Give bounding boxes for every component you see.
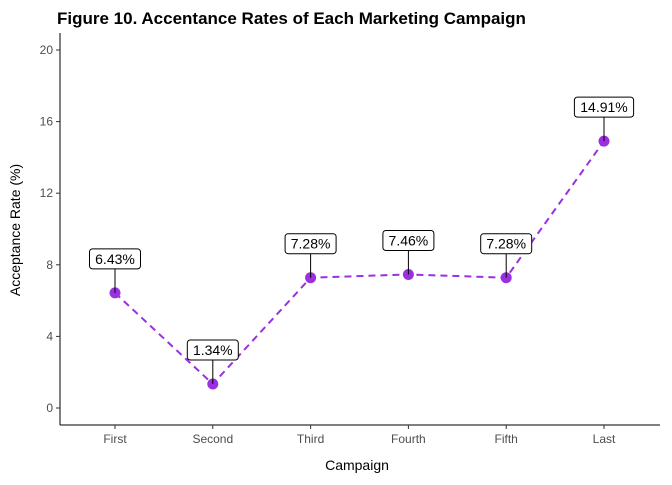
data-label-box: [284, 233, 337, 255]
data-label: 7.28%: [486, 236, 526, 252]
x-tick-label: Second: [192, 432, 233, 446]
data-label-box: [89, 248, 141, 270]
y-axis-title: Acceptance Rate (%): [7, 164, 23, 296]
y-tick-label: 8: [46, 258, 53, 272]
data-labels: 6.43% 1.34% 7.28% 7.46% 7.28% 14.91%: [89, 96, 635, 385]
data-label: 1.34%: [193, 342, 233, 358]
x-tick-label: Fifth: [495, 432, 518, 446]
data-label-box: [186, 339, 239, 361]
data-label: 7.28%: [291, 236, 331, 252]
y-tick-label: 16: [40, 115, 54, 129]
x-tick-label: First: [103, 432, 127, 446]
chart-title: Figure 10. Accentance Rates of Each Mark…: [57, 9, 526, 28]
x-tick-label: Third: [297, 432, 324, 446]
y-tick-label: 0: [46, 401, 53, 415]
data-label: 6.43%: [95, 251, 135, 267]
series-line: [114, 140, 605, 386]
data-label-box: [573, 96, 635, 118]
x-tick-label: Fourth: [391, 432, 426, 446]
x-axis-title: Campaign: [325, 457, 389, 473]
data-label-box: [382, 229, 435, 251]
y-tick-label: 12: [40, 186, 54, 200]
x-tick-label: Last: [593, 432, 616, 446]
data-label: 14.91%: [580, 99, 627, 115]
data-label-box: [480, 233, 533, 255]
data-label: 7.46%: [389, 232, 429, 248]
series: [109, 135, 610, 390]
y-tick-label: 20: [40, 43, 54, 57]
axes: 0 4 8 12 16 20 First Second Third Fourth Fifth Last: [40, 33, 660, 446]
y-tick-label: 4: [46, 329, 53, 343]
